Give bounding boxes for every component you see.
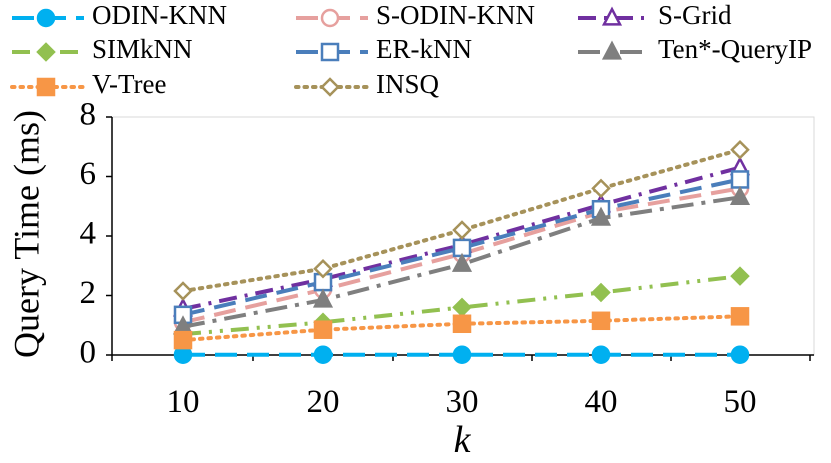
y-tick-label: 8 <box>80 97 97 133</box>
data-point <box>591 282 611 303</box>
legend-marker <box>36 77 56 97</box>
legend: ODIN-KNN S-ODIN-KNN S-Grid SIMkNN ER-kNN Ten*… <box>10 0 812 99</box>
x-tick-label: 50 <box>724 384 757 420</box>
legend-entry: S-Grid <box>578 0 732 30</box>
series-odin-knn <box>173 345 750 364</box>
legend-entry: SIMkNN <box>12 34 193 64</box>
data-point <box>591 345 611 364</box>
data-point <box>313 320 333 339</box>
x-tick-label: 40 <box>585 384 618 420</box>
data-point <box>729 185 751 205</box>
legend-marker <box>36 8 56 28</box>
legend-entry: INSQ <box>294 69 440 99</box>
legend-label: ER-kNN <box>376 34 472 64</box>
legend-marker <box>320 42 340 62</box>
data-point <box>452 314 472 334</box>
data-point <box>591 178 611 199</box>
legend-marker <box>601 6 623 26</box>
x-tick-label: 20 <box>307 384 340 420</box>
legend-entry: Ten*-QueryIP <box>578 34 812 64</box>
y-tick-label: 0 <box>80 335 97 371</box>
data-point <box>452 297 472 318</box>
legend-marker <box>320 77 340 97</box>
data-point <box>730 139 750 160</box>
legend-marker <box>320 8 340 28</box>
data-point <box>730 266 750 286</box>
series-line <box>182 195 741 329</box>
series-ten-queryip <box>172 185 751 335</box>
legend-entry: ER-kNN <box>296 34 472 64</box>
x-axis-title: k <box>454 419 472 461</box>
y-tick-label: 6 <box>80 156 97 192</box>
legend-label: SIMkNN <box>92 34 193 64</box>
data-point <box>730 307 750 326</box>
data-point <box>452 345 472 364</box>
axes: 0 2 4 6 8 10 20 30 40 50 <box>80 97 814 420</box>
data-point <box>452 220 472 240</box>
legend-label: Ten*-QueryIP <box>658 34 812 64</box>
legend-entry: ODIN-KNN <box>12 0 227 30</box>
y-tick-label: 2 <box>80 275 97 311</box>
data-point <box>313 345 333 364</box>
y-tick-label: 4 <box>80 216 97 252</box>
data-point <box>730 345 750 364</box>
data-point <box>313 258 333 279</box>
data-point <box>312 288 334 308</box>
data-point <box>591 311 611 331</box>
y-axis-title: Query Time (ms) <box>6 110 46 358</box>
legend-label: S-ODIN-KNN <box>376 0 535 30</box>
series-insq <box>173 139 750 301</box>
data-point <box>451 252 473 272</box>
series-v-tree <box>173 307 750 350</box>
data-point <box>590 206 612 226</box>
legend-marker <box>601 40 623 60</box>
legend-entry: V-Tree <box>10 69 167 99</box>
data-point <box>730 170 750 189</box>
legend-label: ODIN-KNN <box>92 0 227 30</box>
series-layer <box>172 139 751 364</box>
series-line <box>181 147 742 294</box>
plot-area: 0 2 4 6 8 10 20 30 40 50 <box>80 97 815 420</box>
legend-label: S-Grid <box>658 0 732 30</box>
x-tick-label: 30 <box>446 384 479 420</box>
legend-entry: S-ODIN-KNN <box>296 0 535 30</box>
legend-label: V-Tree <box>92 69 167 99</box>
x-tick-label: 10 <box>167 384 200 420</box>
legend-label: INSQ <box>376 69 440 99</box>
data-point <box>173 330 193 350</box>
legend-marker <box>36 42 56 62</box>
data-point <box>173 281 193 301</box>
